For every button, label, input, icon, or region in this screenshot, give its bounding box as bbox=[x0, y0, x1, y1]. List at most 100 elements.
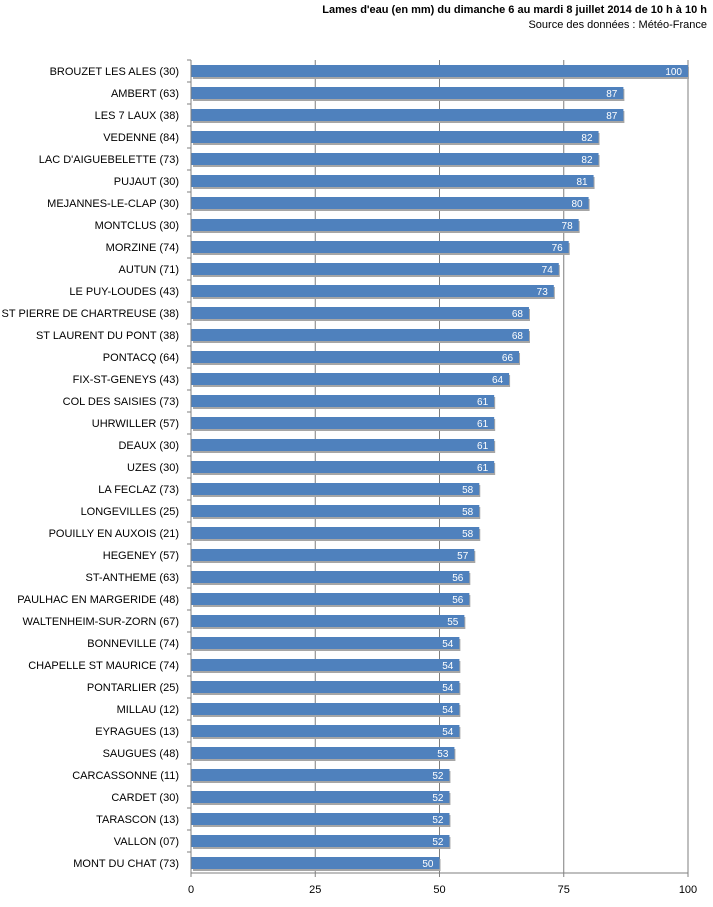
bar bbox=[191, 659, 460, 671]
bar bbox=[191, 65, 688, 77]
x-tick-label: 75 bbox=[558, 884, 570, 896]
bars: 1008787828281807876747368686664616161615… bbox=[191, 65, 689, 871]
bar bbox=[191, 747, 455, 759]
bar bbox=[191, 241, 569, 253]
title-block: Lames d'eau (en mm) du dimanche 6 au mar… bbox=[322, 3, 707, 33]
category-label: EYRAGUES (13) bbox=[95, 726, 179, 738]
bar bbox=[191, 681, 460, 693]
category-label: PONTACQ (64) bbox=[103, 352, 179, 364]
bar bbox=[191, 593, 470, 605]
bar bbox=[191, 439, 495, 451]
bar-value-label: 50 bbox=[422, 859, 434, 870]
bar-value-label: 87 bbox=[606, 111, 618, 122]
category-label: DEAUX (30) bbox=[118, 440, 179, 452]
bar bbox=[191, 109, 624, 121]
bar-value-label: 82 bbox=[581, 133, 593, 144]
bar bbox=[191, 835, 450, 847]
bar-value-label: 52 bbox=[432, 815, 444, 826]
category-label: COL DES SAISIES (73) bbox=[63, 396, 179, 408]
bar-value-label: 74 bbox=[542, 265, 554, 276]
bar bbox=[191, 703, 460, 715]
bar-value-label: 54 bbox=[442, 727, 454, 738]
bar bbox=[191, 725, 460, 737]
category-label: POUILLY EN AUXOIS (21) bbox=[49, 528, 179, 540]
bar bbox=[191, 153, 599, 165]
category-label: PAULHAC EN MARGERIDE (48) bbox=[17, 594, 179, 606]
bar-value-label: 64 bbox=[492, 375, 504, 386]
bar bbox=[191, 285, 554, 297]
category-label: CHAPELLE ST MAURICE (74) bbox=[28, 660, 179, 672]
category-label: MORZINE (74) bbox=[106, 242, 179, 254]
x-tick-label: 0 bbox=[188, 884, 194, 896]
bar bbox=[191, 791, 450, 803]
bar-value-label: 54 bbox=[442, 639, 454, 650]
bar-value-label: 66 bbox=[502, 353, 514, 364]
category-label: AUTUN (71) bbox=[118, 264, 179, 276]
bar-value-label: 58 bbox=[462, 485, 474, 496]
x-tick-label: 50 bbox=[433, 884, 445, 896]
category-label: CARDET (30) bbox=[111, 792, 179, 804]
bar bbox=[191, 263, 559, 275]
category-label: BROUZET LES ALES (30) bbox=[50, 66, 179, 78]
bar-value-label: 54 bbox=[442, 705, 454, 716]
category-label: HEGENEY (57) bbox=[103, 550, 179, 562]
bar bbox=[191, 461, 495, 473]
category-label: FIX-ST-GENEYS (43) bbox=[73, 374, 179, 386]
bar bbox=[191, 813, 450, 825]
bar bbox=[191, 87, 624, 99]
bar-value-label: 82 bbox=[581, 155, 593, 166]
category-label: ST PIERRE DE CHARTREUSE (38) bbox=[2, 308, 179, 320]
category-label: LAC D'AIGUEBELETTE (73) bbox=[39, 154, 179, 166]
bar bbox=[191, 329, 529, 341]
category-label: LONGEVILLES (25) bbox=[81, 506, 179, 518]
bar bbox=[191, 175, 594, 187]
bar-value-label: 55 bbox=[447, 617, 459, 628]
bar-value-label: 76 bbox=[552, 243, 564, 254]
bar-value-label: 52 bbox=[432, 771, 444, 782]
category-label: LE PUY-LOUDES (43) bbox=[69, 286, 179, 298]
x-tick-label: 100 bbox=[679, 884, 697, 896]
bar-value-label: 53 bbox=[437, 749, 449, 760]
category-label: MILLAU (12) bbox=[117, 704, 179, 716]
category-label: AMBERT (63) bbox=[111, 88, 179, 100]
category-label: TARASCON (13) bbox=[96, 814, 179, 826]
bar bbox=[191, 615, 465, 627]
bar bbox=[191, 131, 599, 143]
bar-value-label: 78 bbox=[562, 221, 574, 232]
category-label: MEJANNES-LE-CLAP (30) bbox=[47, 198, 179, 210]
category-label: LA FECLAZ (73) bbox=[98, 484, 179, 496]
category-label: ST-ANTHEME (63) bbox=[85, 572, 179, 584]
bar-value-label: 61 bbox=[477, 463, 489, 474]
bar bbox=[191, 417, 495, 429]
bar-value-label: 61 bbox=[477, 419, 489, 430]
category-label: BONNEVILLE (74) bbox=[87, 638, 179, 650]
bar bbox=[191, 373, 510, 385]
category-label: CARCASSONNE (11) bbox=[72, 770, 179, 782]
bar-value-label: 68 bbox=[512, 331, 524, 342]
category-label: UZES (30) bbox=[127, 462, 179, 474]
category-label: UHRWILLER (57) bbox=[92, 418, 179, 430]
bar-value-label: 87 bbox=[606, 89, 618, 100]
bar bbox=[191, 769, 450, 781]
bar bbox=[191, 219, 579, 231]
bar bbox=[191, 857, 440, 869]
bar bbox=[191, 505, 480, 517]
bar bbox=[191, 549, 475, 561]
category-label: VALLON (07) bbox=[114, 836, 179, 848]
category-label: SAUGUES (48) bbox=[103, 748, 179, 760]
x-axis: 0 25 50 75 100 bbox=[187, 59, 697, 896]
bar-value-label: 56 bbox=[452, 595, 464, 606]
bar-value-label: 80 bbox=[571, 199, 583, 210]
category-label: ST LAURENT DU PONT (38) bbox=[36, 330, 179, 342]
bar-value-label: 52 bbox=[432, 793, 444, 804]
bar-value-label: 73 bbox=[537, 287, 549, 298]
bar-value-label: 56 bbox=[452, 573, 464, 584]
bar bbox=[191, 395, 495, 407]
chart-subtitle: Source des données : Météo-France bbox=[528, 19, 707, 31]
category-label: MONT DU CHAT (73) bbox=[73, 858, 179, 870]
bar-value-label: 54 bbox=[442, 661, 454, 672]
bar-value-label: 100 bbox=[665, 67, 682, 78]
chart-title: Lames d'eau (en mm) du dimanche 6 au mar… bbox=[322, 4, 707, 16]
category-label: MONTCLUS (30) bbox=[95, 220, 179, 232]
